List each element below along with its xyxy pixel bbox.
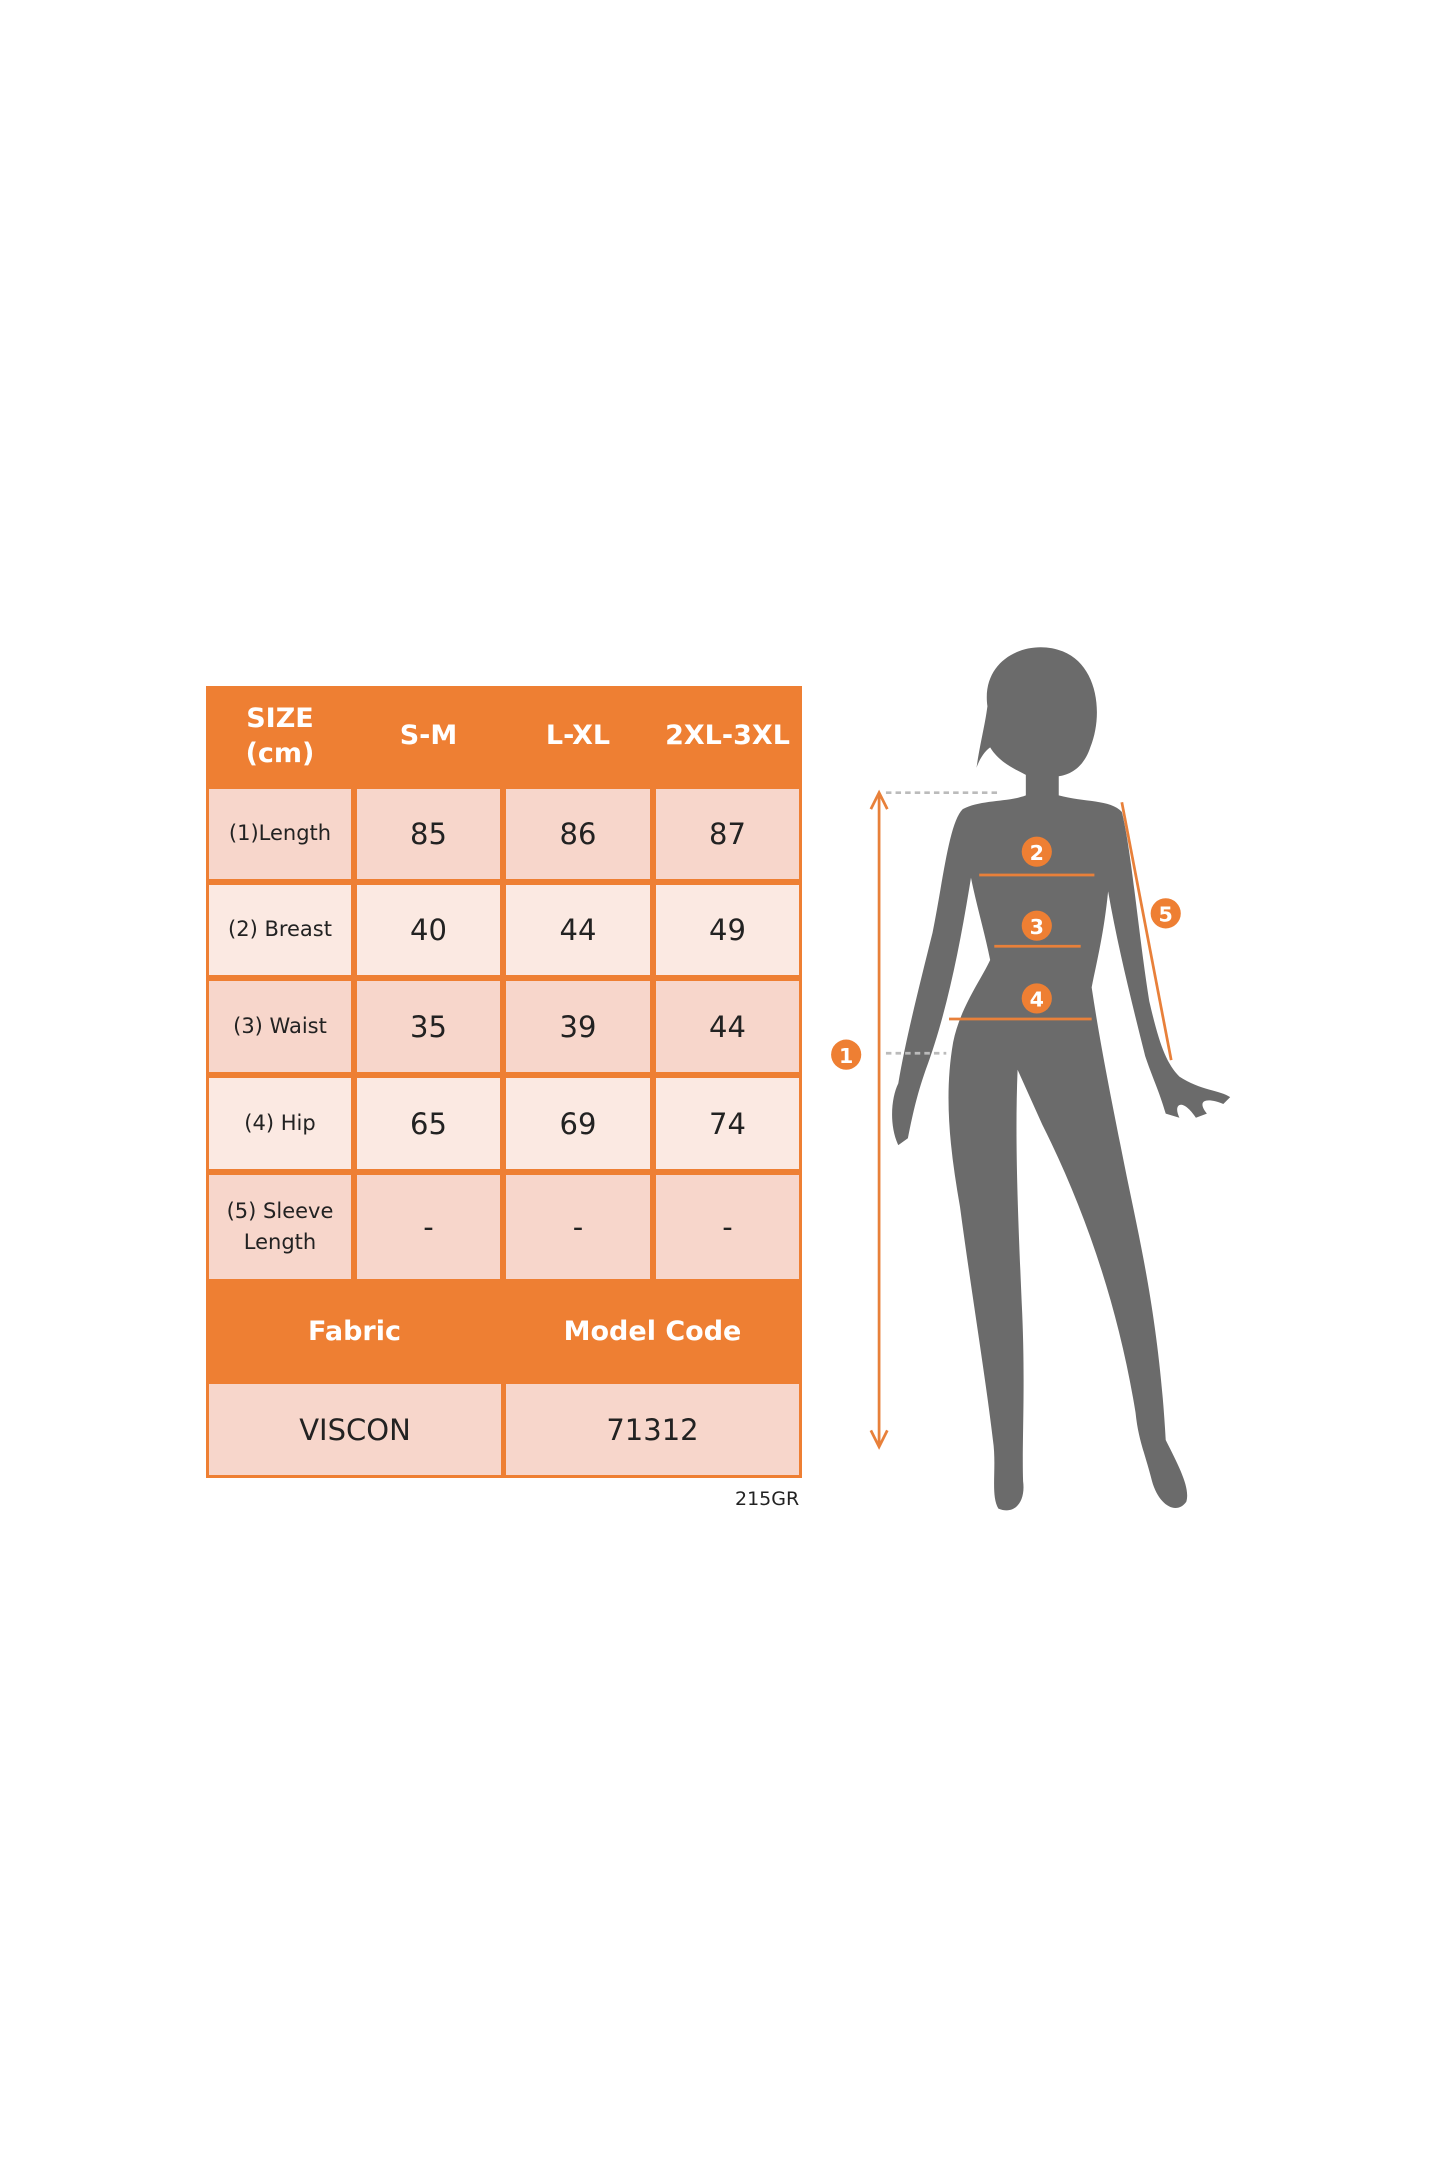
size-value: - bbox=[506, 1175, 650, 1279]
size-value: 74 bbox=[656, 1078, 799, 1169]
svg-text:5: 5 bbox=[1159, 903, 1173, 927]
size-value: 40 bbox=[357, 885, 500, 975]
marker-2-icon: 2 bbox=[1021, 836, 1052, 867]
size-value: 69 bbox=[506, 1078, 650, 1169]
row-label: (1)Length bbox=[209, 789, 351, 879]
size-value: - bbox=[656, 1175, 799, 1279]
measurement-markers: 1 2 3 4 5 bbox=[831, 836, 1181, 1070]
size-value: 44 bbox=[506, 885, 650, 975]
svg-text:1: 1 bbox=[839, 1044, 853, 1068]
size-value: 86 bbox=[506, 789, 650, 879]
size-value: 65 bbox=[357, 1078, 500, 1169]
row-label: (5) Sleeve Length bbox=[209, 1175, 351, 1279]
marker-5-icon: 5 bbox=[1150, 898, 1181, 929]
size-value: 49 bbox=[656, 885, 799, 975]
product-code: 215GR bbox=[735, 1488, 800, 1510]
woman-silhouette bbox=[892, 647, 1231, 1511]
svg-text:2: 2 bbox=[1030, 841, 1044, 865]
size-header: SIZE (cm) bbox=[245, 702, 315, 769]
column-header: 2XL-3XL bbox=[665, 720, 790, 752]
row-label: (4) Hip bbox=[209, 1078, 351, 1169]
size-chart-table: SIZE (cm) S-M L-XL 2XL-3XL (1)Length 85 86… bbox=[206, 686, 802, 1478]
size-value: 85 bbox=[357, 789, 500, 879]
marker-3-icon: 3 bbox=[1021, 910, 1052, 941]
svg-text:3: 3 bbox=[1030, 915, 1044, 939]
row-label: (3) Waist bbox=[209, 981, 351, 1072]
model-code-header: Model Code bbox=[563, 1315, 742, 1347]
fabric-header: Fabric bbox=[308, 1315, 401, 1347]
model-code-value: 71312 bbox=[506, 1384, 799, 1475]
size-value: 44 bbox=[656, 981, 799, 1072]
column-header: S-M bbox=[399, 720, 458, 752]
row-label: (2) Breast bbox=[209, 885, 351, 975]
measurement-lines bbox=[869, 789, 1173, 1450]
marker-1-icon: 1 bbox=[831, 1039, 862, 1070]
svg-text:4: 4 bbox=[1030, 988, 1044, 1012]
size-value: 39 bbox=[506, 981, 650, 1072]
column-header: L-XL bbox=[545, 720, 611, 752]
marker-4-icon: 4 bbox=[1021, 983, 1052, 1014]
size-value: 35 bbox=[357, 981, 500, 1072]
size-value: 87 bbox=[656, 789, 799, 879]
size-value: - bbox=[357, 1175, 500, 1279]
fabric-value: VISCON bbox=[209, 1384, 501, 1475]
